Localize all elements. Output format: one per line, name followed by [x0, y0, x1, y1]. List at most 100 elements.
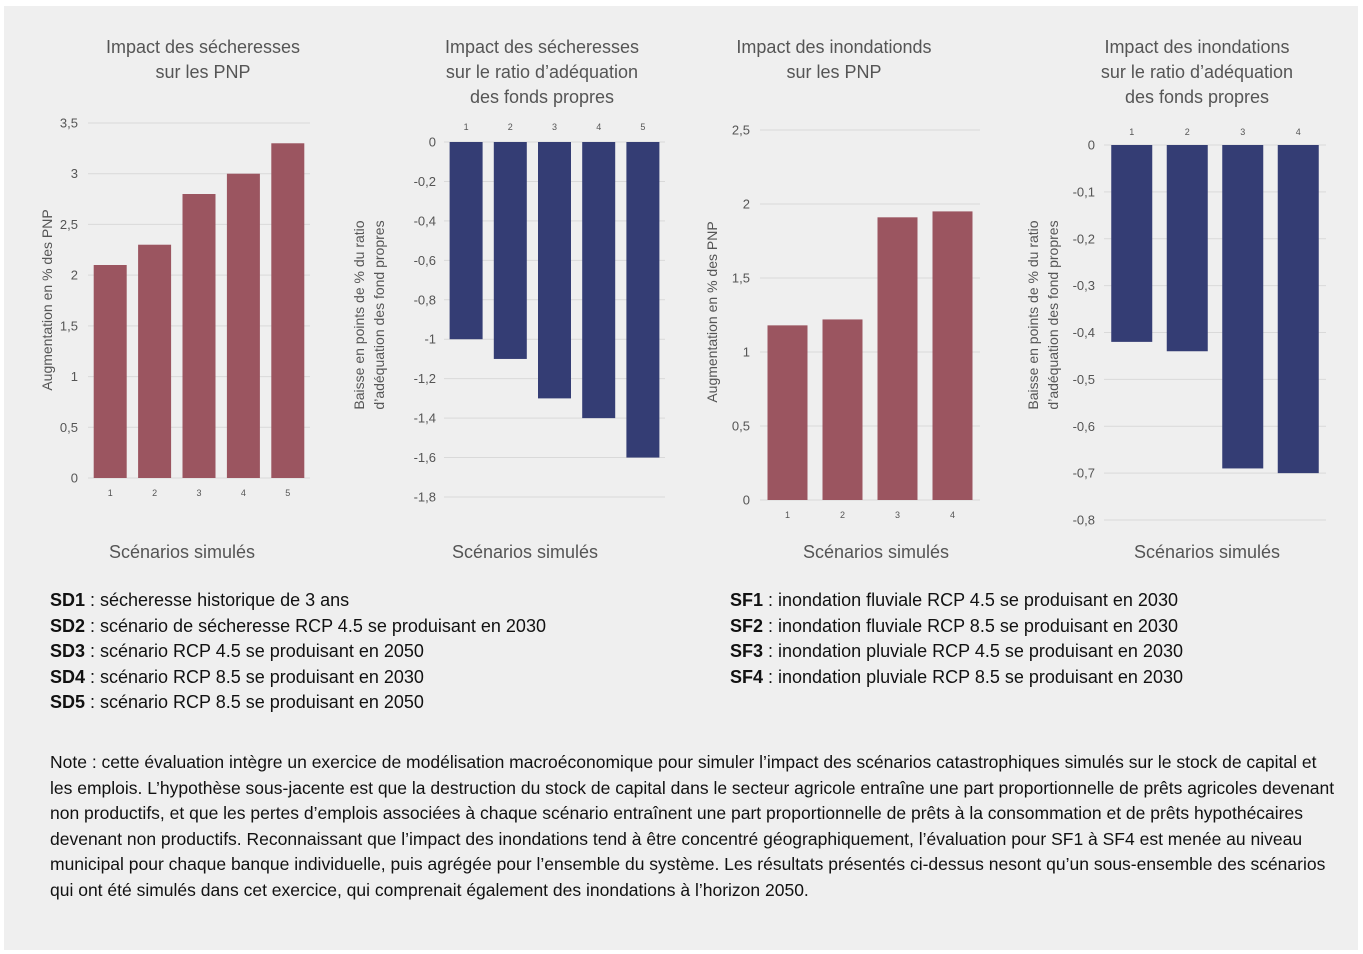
- bar: [1222, 145, 1264, 469]
- y-tick-label: -0,3: [1073, 278, 1095, 293]
- y-tick-label: -0,6: [1073, 419, 1095, 434]
- chart-title: sur le ratio d’adéquation: [446, 62, 638, 82]
- legend-code: SF3: [730, 641, 764, 661]
- chart-title: des fonds propres: [470, 87, 614, 107]
- legend-text: : scénario de sécheresse RCP 4.5 se prod…: [85, 615, 546, 636]
- y-tick-label: 3: [71, 166, 78, 181]
- x-tick-label: 3: [895, 510, 900, 520]
- y-tick-label: 0: [1088, 138, 1095, 153]
- bar: [182, 194, 216, 478]
- y-tick-label: -1,2: [414, 371, 436, 386]
- x-tick-label: 4: [1296, 127, 1301, 137]
- legend-item: SF1 : inondation fluviale RCP 4.5 se pro…: [730, 588, 1183, 614]
- bar: [93, 265, 127, 478]
- legend-code: SF1: [730, 590, 764, 610]
- y-tick-label: -0,4: [414, 213, 436, 228]
- x-tick-label: 2: [152, 488, 157, 498]
- note-paragraph: Note : cette évaluation intègre un exerc…: [50, 752, 1335, 900]
- chart-droughts-car: Impact des sécheresses sur le ratio d’adé…: [351, 37, 665, 562]
- y-tick-label: -0,1: [1073, 184, 1095, 199]
- legend-text: : scénario RCP 8.5 se produisant en 2030: [85, 666, 424, 687]
- legend-code: SD1: [50, 590, 86, 610]
- y-tick-label: 2,5: [60, 217, 78, 232]
- y-tick-label: -0,6: [414, 253, 436, 268]
- y-tick-label: 0,5: [732, 419, 750, 434]
- x-tick-label: 1: [1129, 127, 1134, 137]
- legend-code: SD4: [50, 666, 86, 687]
- x-tick-label: 2: [1185, 127, 1190, 137]
- chart-title: sur le ratio d’adéquation: [1101, 62, 1293, 82]
- bar: [582, 142, 616, 419]
- legend-text: : inondation fluviale RCP 4.5 se produis…: [763, 590, 1178, 610]
- chart-floods-car: Impact des inondations sur le ratio d’adé…: [1025, 37, 1326, 562]
- legend-code: SD5: [50, 692, 86, 712]
- bar: [1111, 145, 1153, 342]
- legend-text: : inondation pluviale RCP 4.5 se produis…: [763, 641, 1183, 661]
- chart-floods-npl: Impact des inondationds sur les PNP 0 0,5 1 1…: [704, 37, 980, 562]
- legend-item: SD3 : scénario RCP 4.5 se produisant en …: [50, 639, 546, 665]
- chart-title: des fonds propres: [1125, 87, 1269, 107]
- legend-item: SD4 : scénario RCP 8.5 se produisant en …: [50, 665, 546, 691]
- bar: [626, 142, 660, 458]
- y-axis-title: d’adéquation des fond propres: [371, 220, 387, 409]
- bar: [1166, 145, 1208, 352]
- legend-item: SF2 : inondation fluviale RCP 8.5 se pro…: [730, 614, 1183, 640]
- y-tick-label: 2: [71, 268, 78, 283]
- bar: [822, 319, 863, 500]
- y-axis-title: d’adéquation des fond propres: [1045, 220, 1061, 409]
- y-tick-label: 1: [71, 369, 78, 384]
- x-tick-label: 2: [508, 122, 513, 132]
- y-tick-label: -0,5: [1073, 372, 1095, 387]
- x-tick-label: 3: [196, 488, 201, 498]
- x-tick-label: 3: [1240, 127, 1245, 137]
- legend-item: SF4 : inondation pluviale RCP 8.5 se pro…: [730, 665, 1183, 691]
- chart-title: sur les PNP: [155, 62, 250, 82]
- y-tick-label: -0,2: [414, 174, 436, 189]
- x-axis-title: Scénarios simulés: [803, 542, 949, 562]
- x-axis-title: Scénarios simulés: [452, 542, 598, 562]
- bar: [271, 143, 305, 479]
- x-tick-label: 2: [840, 510, 845, 520]
- x-tick-label: 4: [596, 122, 601, 132]
- x-tick-label: 4: [950, 510, 955, 520]
- bar: [493, 142, 527, 359]
- legend-code: SD2: [50, 615, 86, 636]
- x-tick-label: 1: [785, 510, 790, 520]
- y-tick-label: -0,8: [414, 292, 436, 307]
- y-tick-label: 1,5: [732, 271, 750, 286]
- x-tick-label: 1: [108, 488, 113, 498]
- chart-title: Impact des sécheresses: [106, 37, 300, 57]
- legend-code: SF4: [730, 666, 764, 687]
- legend-code: SD3: [50, 641, 86, 661]
- bar: [138, 244, 172, 478]
- y-tick-label: 0,5: [60, 420, 78, 435]
- x-tick-label: 4: [241, 488, 246, 498]
- y-tick-label: -0,8: [1073, 513, 1095, 528]
- legend-floods: SF1 : inondation fluviale RCP 4.5 se pro…: [730, 588, 1183, 690]
- legend-item: SD2 : scénario de sécheresse RCP 4.5 se …: [50, 614, 546, 640]
- legend-item: SD5 : scénario RCP 8.5 se produisant en …: [50, 690, 546, 716]
- y-axis-title: Baisse en points de % du ratio: [1025, 220, 1041, 409]
- x-axis-title: Scénarios simulés: [109, 542, 255, 562]
- bar: [932, 211, 973, 500]
- y-axis-title: Augmentation en % des PNP: [704, 221, 720, 402]
- y-tick-label: -1,6: [414, 450, 436, 465]
- y-tick-label: 0: [71, 471, 78, 486]
- chart-droughts-npl: Impact des sécheresses sur les PNP 0 0,5 1 1,…: [39, 37, 310, 562]
- legend-item: SF3 : inondation pluviale RCP 4.5 se pro…: [730, 639, 1183, 665]
- x-tick-label: 5: [285, 488, 290, 498]
- y-tick-label: -0,2: [1073, 231, 1095, 246]
- bar: [767, 325, 808, 500]
- chart-title: Impact des inondationds: [736, 37, 931, 57]
- bar: [226, 173, 260, 478]
- y-tick-label: -1: [424, 332, 436, 347]
- bar: [1277, 145, 1319, 474]
- x-tick-label: 1: [464, 122, 469, 132]
- y-tick-label: -1,4: [414, 411, 436, 426]
- chart-title: Impact des sécheresses: [445, 37, 639, 57]
- chart-title: Impact des inondations: [1104, 37, 1289, 57]
- legend-text: : sécheresse historique de 3 ans: [85, 590, 350, 610]
- chart-title: sur les PNP: [786, 62, 881, 82]
- y-tick-label: 1: [743, 345, 750, 360]
- y-tick-label: 2: [743, 197, 750, 212]
